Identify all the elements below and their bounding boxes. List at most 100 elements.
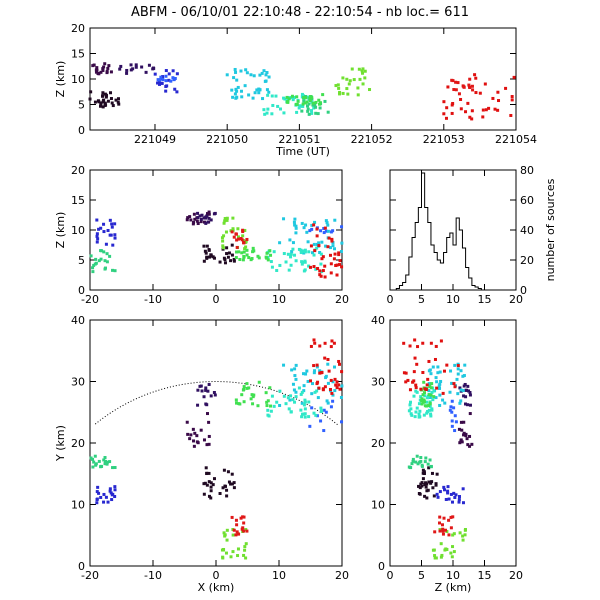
data-point bbox=[332, 341, 336, 345]
data-point bbox=[461, 374, 465, 378]
data-point bbox=[244, 556, 248, 560]
data-point bbox=[335, 273, 339, 277]
data-point bbox=[223, 484, 227, 488]
data-point bbox=[421, 370, 425, 374]
data-point bbox=[292, 220, 296, 224]
data-point bbox=[453, 385, 457, 389]
data-point bbox=[308, 229, 312, 233]
data-point bbox=[450, 78, 454, 82]
data-point bbox=[323, 99, 327, 103]
data-point bbox=[481, 108, 485, 112]
data-point bbox=[235, 250, 239, 254]
data-point bbox=[510, 95, 514, 99]
data-point bbox=[161, 78, 165, 82]
data-point bbox=[205, 443, 209, 447]
data-point bbox=[425, 482, 429, 486]
data-point bbox=[427, 359, 431, 363]
data-point bbox=[363, 76, 367, 80]
data-point bbox=[282, 96, 286, 100]
x-tick-label: 221049 bbox=[134, 133, 176, 146]
data-point bbox=[331, 399, 335, 403]
data-point bbox=[196, 441, 200, 445]
data-point bbox=[269, 404, 273, 408]
x-tick-label: 15 bbox=[478, 569, 492, 582]
data-point bbox=[310, 227, 314, 231]
data-point bbox=[303, 415, 307, 419]
data-point bbox=[225, 494, 229, 498]
plan-view-series-c bbox=[196, 382, 217, 407]
height-y-series-b bbox=[457, 412, 474, 448]
data-point bbox=[303, 400, 307, 404]
data-point bbox=[326, 229, 330, 233]
data-point bbox=[428, 385, 432, 389]
data-point bbox=[337, 86, 341, 90]
data-point bbox=[223, 217, 227, 221]
data-point bbox=[463, 527, 467, 531]
data-point bbox=[315, 382, 319, 386]
data-point bbox=[504, 86, 508, 90]
data-point bbox=[415, 454, 419, 458]
data-point bbox=[409, 407, 413, 411]
data-point bbox=[466, 384, 470, 388]
data-point bbox=[108, 487, 112, 491]
data-point bbox=[314, 267, 318, 271]
data-point bbox=[119, 64, 123, 68]
data-point bbox=[270, 112, 274, 116]
time-height-series-i bbox=[334, 67, 372, 97]
data-point bbox=[306, 379, 310, 383]
data-point bbox=[423, 483, 427, 487]
x-tick-label: 0 bbox=[387, 293, 394, 306]
data-point bbox=[310, 406, 314, 410]
data-point bbox=[456, 364, 460, 368]
data-point bbox=[312, 265, 316, 269]
data-point bbox=[106, 500, 110, 504]
data-point bbox=[220, 548, 224, 552]
plan-view-series-b bbox=[185, 412, 211, 448]
data-point bbox=[327, 236, 331, 240]
data-point bbox=[99, 104, 103, 108]
data-point bbox=[417, 412, 421, 416]
data-point bbox=[345, 77, 349, 81]
data-point bbox=[198, 214, 202, 218]
data-point bbox=[319, 262, 323, 266]
y-tick-label: 20 bbox=[371, 437, 385, 450]
y-tick-label: 0 bbox=[78, 560, 85, 573]
data-point bbox=[290, 250, 294, 254]
data-point bbox=[321, 93, 325, 97]
data-point bbox=[241, 230, 245, 234]
data-point bbox=[306, 109, 310, 113]
data-point bbox=[290, 368, 294, 372]
data-point bbox=[225, 252, 229, 256]
data-point bbox=[96, 71, 100, 75]
y-tick-label: 0 bbox=[378, 560, 385, 573]
data-point bbox=[434, 483, 438, 487]
data-point bbox=[420, 402, 424, 406]
x-tick-label: 0 bbox=[213, 569, 220, 582]
data-point bbox=[256, 404, 260, 408]
data-point bbox=[428, 395, 432, 399]
data-point bbox=[323, 385, 327, 389]
data-point bbox=[109, 91, 113, 95]
data-point bbox=[468, 434, 472, 438]
data-point bbox=[464, 395, 468, 399]
data-point bbox=[234, 256, 238, 260]
data-point bbox=[413, 356, 417, 360]
data-point bbox=[158, 78, 162, 82]
data-point bbox=[302, 384, 306, 388]
data-point bbox=[434, 396, 438, 400]
data-point bbox=[324, 376, 328, 380]
data-point bbox=[249, 73, 253, 77]
data-point bbox=[164, 79, 168, 83]
data-point bbox=[212, 477, 216, 481]
data-point bbox=[244, 240, 248, 244]
data-point bbox=[239, 69, 243, 73]
data-point bbox=[448, 390, 452, 394]
y-tick-label: 40 bbox=[371, 314, 385, 327]
data-point bbox=[289, 255, 293, 259]
data-point bbox=[301, 102, 305, 106]
data-point bbox=[460, 440, 464, 444]
data-point bbox=[314, 413, 318, 417]
data-point bbox=[108, 218, 112, 222]
data-point bbox=[234, 533, 238, 537]
data-point bbox=[434, 344, 438, 348]
